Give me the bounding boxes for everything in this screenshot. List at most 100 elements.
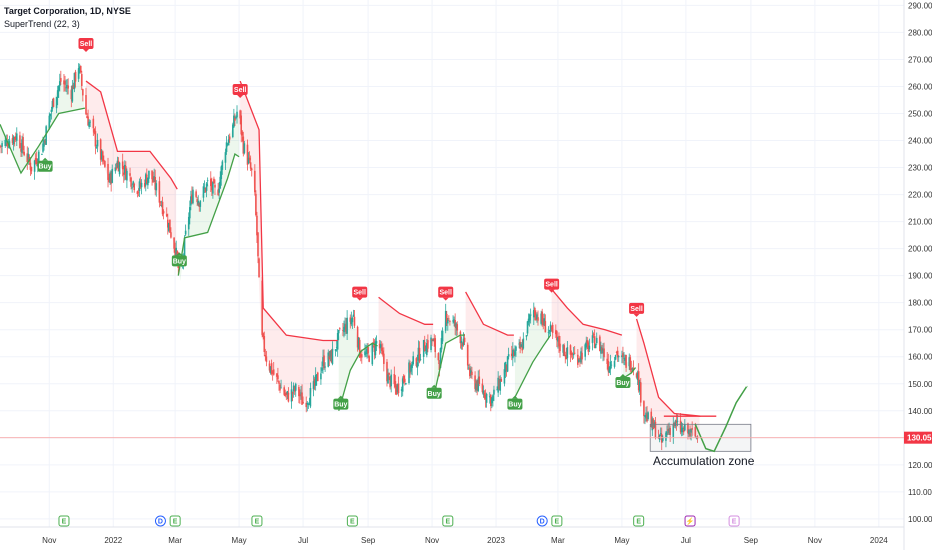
split-icon — [684, 515, 696, 527]
candle-body — [474, 375, 476, 389]
candle-body — [71, 85, 74, 102]
events[interactable]: E D E E E E D E E ⚡ E — [58, 515, 740, 527]
candle-body — [48, 115, 51, 130]
candle-body — [67, 85, 69, 89]
candle-body — [74, 71, 77, 82]
candle-body — [217, 189, 219, 196]
candle-body — [277, 375, 279, 380]
candle-body — [356, 326, 359, 348]
candle-body — [175, 247, 177, 258]
y-tick-label: 290.00 — [908, 1, 932, 10]
candle-body — [395, 385, 398, 395]
candle-body — [214, 184, 216, 188]
candle-body — [334, 349, 337, 351]
candle-body — [424, 352, 427, 354]
candle-body — [144, 174, 147, 186]
candle-body — [38, 151, 40, 162]
candle-body — [498, 379, 500, 390]
supertrend-line-down — [378, 296, 434, 325]
candle-body — [615, 352, 618, 353]
candle-body — [276, 373, 278, 377]
event-s-marker[interactable]: ⚡ — [684, 515, 696, 527]
event-d-marker[interactable]: D — [536, 515, 548, 527]
candle-body — [485, 393, 488, 403]
event-e-marker[interactable]: E — [633, 515, 645, 527]
candle-body — [279, 384, 281, 391]
candle-body — [549, 324, 552, 332]
indicator-label: SuperTrend (22, 3) — [4, 19, 80, 29]
candle-body — [125, 166, 127, 180]
candle-body — [661, 437, 664, 442]
candle-body — [527, 318, 530, 323]
candle-body — [199, 200, 202, 207]
candle-body — [364, 351, 366, 356]
candle-body — [573, 352, 576, 354]
candle-body — [690, 428, 692, 433]
candle-body — [352, 314, 355, 317]
candle-body — [96, 139, 99, 147]
candle-body — [51, 100, 54, 109]
candle-body — [477, 378, 480, 391]
event-e-marker[interactable]: E — [169, 515, 181, 527]
candle-body — [522, 338, 525, 349]
candle-body — [387, 374, 389, 384]
candle-body — [328, 355, 331, 360]
candle-body — [380, 347, 383, 351]
candle-body — [227, 139, 230, 146]
candle-body — [411, 361, 413, 369]
candle-body — [249, 162, 252, 169]
event-e-marker[interactable]: E — [346, 515, 358, 527]
candle-body — [34, 157, 37, 161]
event-e-marker[interactable]: E — [442, 515, 454, 527]
candle-body — [336, 333, 339, 350]
candle-body — [593, 336, 596, 348]
candle-body — [30, 166, 33, 172]
candle-body — [0, 145, 1, 147]
candle-body — [455, 323, 457, 329]
signal-sell-label: Sell — [80, 41, 93, 48]
signal-sell-badge — [544, 278, 560, 290]
candle-body — [536, 314, 538, 320]
candle-body — [396, 384, 399, 393]
candle-body — [212, 182, 214, 194]
candle-body — [584, 344, 586, 357]
candle-body — [412, 356, 414, 365]
candle-body — [496, 389, 498, 391]
candle-body — [191, 194, 193, 203]
event-e-marker[interactable]: E — [551, 515, 563, 527]
candle-body — [72, 85, 75, 90]
candle-body — [195, 191, 197, 197]
candle-body — [160, 205, 163, 206]
candle-body — [544, 321, 547, 333]
drawings[interactable]: Accumulation zone — [649, 386, 755, 468]
candle-body — [269, 366, 272, 373]
candle-body — [525, 335, 528, 337]
candle-body — [236, 111, 238, 118]
event-d-marker[interactable]: D — [154, 515, 166, 527]
y-tick-label: 190.00 — [908, 272, 932, 281]
candle-body — [587, 342, 590, 352]
candle-body — [158, 181, 161, 203]
signal-sell-label: Sell — [439, 290, 452, 297]
chart-header: Target Corporation, 1D, NYSE SuperTrend … — [4, 5, 131, 31]
candle-body — [520, 344, 523, 348]
candle-body — [64, 81, 66, 85]
candle-body — [591, 335, 594, 343]
event-e-marker[interactable]: E — [58, 515, 70, 527]
candle-body — [137, 191, 140, 193]
candle-body — [422, 339, 425, 357]
y-tick-label: 110.00 — [908, 488, 932, 497]
event-e-marker[interactable]: E — [728, 515, 740, 527]
candle-body — [672, 424, 675, 437]
candle-body — [440, 338, 443, 350]
signal-pointer — [356, 297, 363, 301]
signal-pointer — [237, 94, 244, 98]
event-e-marker[interactable]: E — [251, 515, 263, 527]
candle-body — [550, 327, 553, 329]
candle-body — [327, 352, 330, 367]
supertrend-line-up — [0, 107, 86, 175]
candle-body — [600, 346, 602, 354]
candle-body — [138, 181, 141, 192]
candle-body — [299, 393, 301, 397]
